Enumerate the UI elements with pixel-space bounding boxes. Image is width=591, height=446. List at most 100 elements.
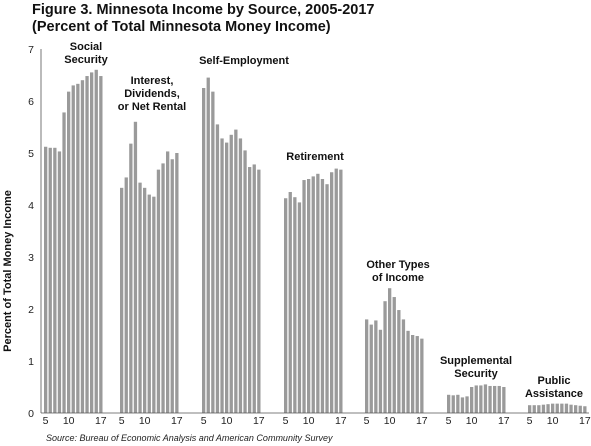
group-label: Self-Employment — [199, 55, 289, 67]
x-tick-label: 5 — [527, 415, 533, 427]
y-axis: 0 1 2 3 4 5 6 7 Percent of Total Money Income — [2, 44, 42, 420]
bar — [257, 169, 261, 413]
bar — [383, 301, 387, 413]
y-tick-label: 0 — [28, 408, 34, 420]
bar — [311, 176, 315, 413]
x-tick-label: 17 — [335, 415, 347, 427]
bar — [248, 167, 252, 413]
group-label: Other Types — [366, 259, 429, 271]
group-label: Security — [454, 368, 498, 380]
x-tick-label: 10 — [139, 415, 151, 427]
bar — [411, 335, 415, 413]
bar — [339, 169, 343, 413]
bar — [170, 159, 174, 413]
bar — [488, 385, 492, 413]
y-tick-label: 7 — [28, 44, 34, 56]
x-tick-label: 10 — [547, 415, 559, 427]
bar — [124, 177, 128, 413]
title-line-2: (Percent of Total Minnesota Money Income… — [32, 19, 331, 35]
bar — [302, 180, 306, 413]
x-tick-label: 5 — [446, 415, 452, 427]
bar — [229, 134, 233, 414]
bar — [129, 143, 133, 413]
bar — [502, 387, 506, 413]
bar — [497, 385, 501, 413]
group-label: Social — [70, 41, 102, 53]
bar-group — [120, 121, 179, 414]
bar — [297, 202, 302, 413]
x-tick-label: 10 — [466, 415, 478, 427]
x-tick-label: 5 — [283, 415, 289, 427]
bar — [161, 163, 165, 413]
title-line-1: Figure 3. Minnesota Income by Source, 20… — [32, 2, 375, 18]
bar — [460, 397, 465, 413]
bar — [569, 404, 573, 413]
bar — [80, 80, 85, 413]
bar — [44, 146, 48, 413]
bar — [90, 72, 94, 414]
group-label: Retirement — [286, 151, 344, 163]
bar — [564, 403, 569, 413]
bar — [392, 297, 396, 413]
bar — [365, 319, 369, 413]
bar — [94, 69, 98, 414]
x-tick-label: 10 — [303, 415, 315, 427]
y-tick-label: 3 — [28, 252, 34, 264]
bar — [401, 319, 406, 413]
x-tick-label: 10 — [63, 415, 75, 427]
bar — [532, 405, 536, 413]
bar — [456, 394, 460, 413]
bar — [493, 385, 497, 413]
bar — [53, 147, 57, 414]
bar — [293, 197, 297, 413]
bar-group — [202, 77, 261, 414]
bar — [415, 336, 419, 413]
bar — [447, 394, 451, 413]
y-tick-label: 6 — [28, 96, 34, 108]
x-tick-label: 17 — [498, 415, 510, 427]
group-label: Interest, — [131, 75, 174, 87]
bar — [133, 121, 138, 414]
bar-group — [447, 384, 506, 413]
bar — [288, 192, 292, 413]
bar — [138, 182, 142, 413]
bar — [238, 138, 243, 413]
bar — [57, 151, 62, 413]
bar — [71, 85, 75, 414]
bar — [546, 404, 550, 413]
y-tick-label: 1 — [28, 356, 34, 368]
bar — [541, 404, 546, 413]
bars — [44, 69, 587, 414]
bar — [574, 405, 578, 413]
bar-group — [284, 168, 343, 413]
x-tick-label: 5 — [201, 415, 207, 427]
bar — [215, 124, 220, 414]
bar — [143, 187, 147, 413]
bar — [465, 396, 469, 413]
y-tick-label: 4 — [28, 200, 34, 212]
bar — [307, 179, 311, 413]
bar — [406, 330, 410, 413]
bar — [220, 138, 224, 413]
bar — [583, 406, 587, 413]
bar — [202, 88, 206, 413]
bar — [225, 142, 229, 413]
y-axis-title: Percent of Total Money Income — [2, 190, 14, 352]
group-label: Public — [537, 375, 570, 387]
group-label: Dividends, — [124, 88, 180, 100]
x-tick-label: 17 — [253, 415, 265, 427]
bar — [483, 384, 488, 413]
group-label: Supplemental — [440, 355, 512, 367]
source-note: Source: Bureau of Economic Analysis and … — [46, 433, 333, 443]
bar — [560, 403, 564, 413]
bar — [206, 77, 210, 413]
x-axis: 5 10 17 5 10 17 5 10 17 5 10 17 5 10 17 5 10 17 5 10 17 — [41, 412, 591, 427]
bar — [397, 310, 401, 413]
bar — [528, 405, 532, 413]
bar — [316, 173, 320, 413]
x-tick-label: 10 — [384, 415, 396, 427]
bar — [67, 91, 71, 413]
chart-title: Figure 3. Minnesota Income by Source, 20… — [32, 2, 375, 36]
